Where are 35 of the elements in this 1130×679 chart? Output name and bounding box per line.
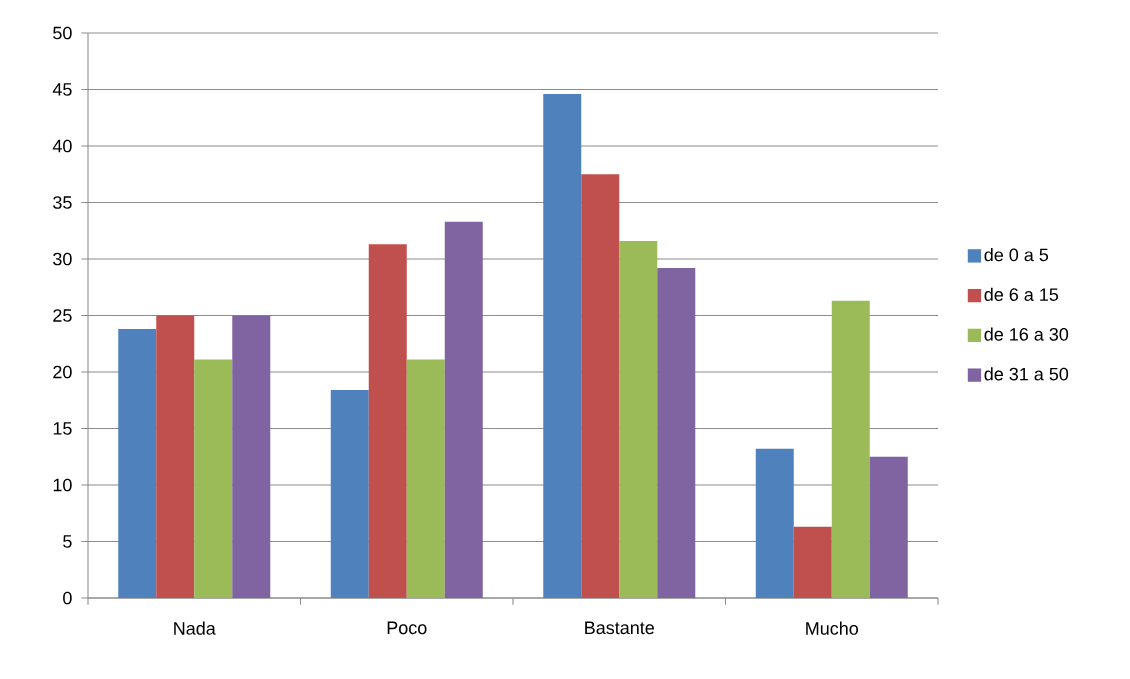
bar (368, 244, 407, 598)
bar (581, 174, 620, 598)
bar (330, 390, 369, 598)
bar (156, 315, 195, 598)
legend-label: de 31 a 50 (984, 367, 1069, 381)
y-tick-label: 0 (63, 591, 72, 605)
y-tick-label: 35 (53, 196, 72, 209)
bar (657, 268, 696, 598)
y-tick-label: 40 (52, 139, 72, 153)
x-tick-label: Poco (387, 621, 427, 635)
bar (118, 329, 157, 598)
y-tick-label: 5 (63, 535, 72, 548)
y-tick-label: 45 (52, 83, 72, 96)
x-tick-label: Nada (174, 621, 216, 635)
bar (444, 221, 483, 598)
y-tick-label: 50 (53, 26, 72, 40)
y-tick-label: 10 (53, 478, 72, 492)
bar (793, 526, 832, 598)
bar (869, 456, 908, 598)
x-tick-label: Mucho (806, 621, 859, 635)
y-tick-label: 15 (53, 422, 72, 435)
bar (755, 448, 794, 598)
bar (406, 359, 445, 598)
bar (619, 240, 658, 598)
y-tick-label: 25 (53, 309, 72, 322)
legend-label: de 16 a 30 (984, 327, 1069, 341)
bar (194, 359, 233, 598)
bar (543, 94, 582, 598)
y-tick-label: 20 (53, 365, 72, 379)
bar (232, 315, 271, 598)
legend-label: de 0 a 5 (984, 248, 1049, 262)
bar (831, 300, 870, 598)
x-tick-label: Bastante (585, 621, 654, 635)
legend-label: de 6 a 15 (984, 287, 1059, 301)
y-tick-label: 30 (53, 252, 72, 266)
